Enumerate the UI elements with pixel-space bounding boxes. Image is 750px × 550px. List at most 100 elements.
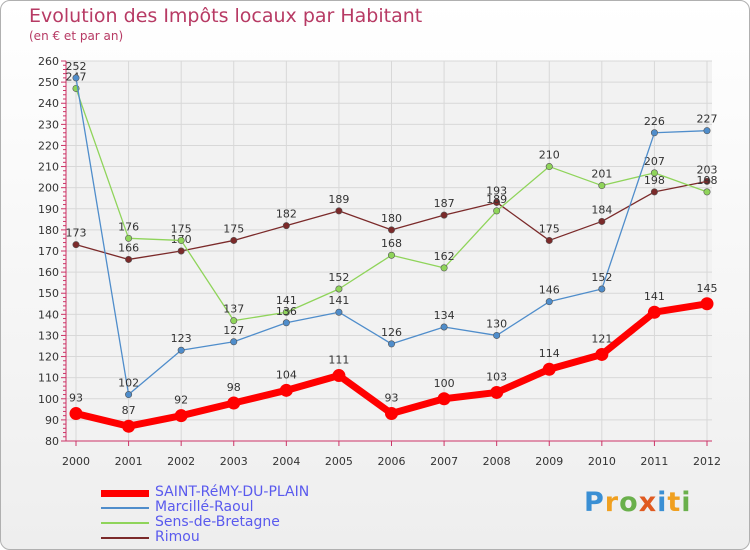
- chart-subtitle: (en € et par an): [29, 29, 124, 43]
- chart-title: Evolution des Impôts locaux par Habitant: [29, 5, 423, 27]
- series-rimou: 173166170175182189180187193175184198203: [66, 163, 718, 263]
- data-point: [282, 222, 290, 230]
- data-point: [647, 305, 661, 319]
- x-tick-label: 2008: [483, 455, 511, 468]
- data-label: 93: [69, 392, 83, 405]
- data-point: [440, 323, 448, 331]
- data-point: [230, 317, 238, 325]
- x-tick-label: 2009: [535, 455, 563, 468]
- data-label: 102: [118, 377, 139, 390]
- data-point: [650, 169, 658, 177]
- data-label: 141: [644, 290, 665, 303]
- data-point: [440, 211, 448, 219]
- x-tick-label: 2007: [430, 455, 458, 468]
- data-point: [493, 207, 501, 215]
- data-point: [125, 234, 133, 242]
- data-label: 87: [122, 404, 136, 417]
- data-point: [598, 182, 606, 190]
- data-label: 176: [118, 220, 139, 233]
- x-tick-label: 2010: [588, 455, 616, 468]
- data-point: [595, 347, 609, 361]
- data-label: 175: [223, 222, 244, 235]
- y-tick-label: 240: [38, 97, 59, 110]
- data-point: [177, 247, 185, 255]
- data-label: 201: [591, 168, 612, 181]
- y-tick-label: 150: [38, 287, 59, 300]
- data-label: 198: [697, 174, 718, 187]
- data-point: [545, 236, 553, 244]
- legend-swatch: [101, 490, 149, 497]
- data-label: 182: [276, 208, 297, 221]
- legend-label: Marcillé-Raoul: [155, 499, 254, 515]
- logo-letter: i: [657, 487, 668, 518]
- data-label: 180: [381, 212, 402, 225]
- x-tick-label: 2011: [640, 455, 668, 468]
- data-label: 98: [227, 381, 241, 394]
- data-point: [598, 217, 606, 225]
- logo-letter: o: [619, 487, 639, 518]
- data-point: [700, 297, 714, 311]
- data-point: [387, 251, 395, 259]
- data-point: [703, 188, 711, 196]
- data-point: [437, 392, 451, 406]
- data-point: [387, 340, 395, 348]
- data-label: 184: [591, 203, 612, 216]
- y-tick-label: 160: [38, 266, 59, 279]
- data-label: 166: [118, 241, 139, 254]
- x-tick-label: 2012: [693, 455, 721, 468]
- y-tick-label: 130: [38, 329, 59, 342]
- x-tick-label: 2004: [272, 455, 300, 468]
- data-point: [598, 285, 606, 293]
- y-tick-label: 100: [38, 393, 59, 406]
- data-label: 210: [539, 149, 560, 162]
- data-label: 93: [385, 392, 399, 405]
- y-tick-label: 190: [38, 203, 59, 216]
- y-tick-label: 200: [38, 182, 59, 195]
- data-label: 252: [66, 60, 87, 73]
- logo-letter: P: [584, 487, 605, 518]
- data-point: [72, 74, 80, 82]
- data-label: 145: [697, 282, 718, 295]
- y-tick-label: 180: [38, 224, 59, 237]
- data-point: [385, 407, 398, 421]
- data-point: [125, 255, 133, 263]
- logo-letter: r: [604, 487, 620, 518]
- data-point: [230, 338, 238, 346]
- data-point: [545, 163, 553, 171]
- data-point: [177, 236, 185, 244]
- y-tick-label: 220: [38, 139, 59, 152]
- data-label: 173: [66, 227, 87, 240]
- logo-letter: i: [681, 487, 692, 518]
- data-label: 114: [539, 347, 560, 360]
- data-point: [490, 385, 504, 399]
- data-label: 141: [276, 294, 297, 307]
- data-label: 175: [171, 222, 192, 235]
- data-label: 152: [591, 271, 612, 284]
- y-tick-label: 170: [38, 245, 59, 258]
- data-label: 127: [223, 324, 244, 337]
- legend-label: SAINT-RéMY-DU-PLAIN: [155, 484, 310, 500]
- data-label: 136: [276, 305, 297, 318]
- data-label: 193: [486, 184, 507, 197]
- data-label: 134: [434, 309, 455, 322]
- data-point: [493, 331, 501, 339]
- legend-label: Rimou: [155, 529, 200, 545]
- data-point: [703, 177, 711, 185]
- legend-swatch: [101, 537, 149, 539]
- x-tick-label: 2005: [325, 455, 353, 468]
- data-label: 187: [434, 197, 455, 210]
- logo-letter: x: [638, 487, 658, 518]
- data-point: [174, 409, 188, 423]
- y-tick-label: 250: [38, 76, 59, 89]
- data-label: 130: [486, 317, 507, 330]
- y-tick-label: 120: [38, 351, 59, 364]
- data-label: 146: [539, 284, 560, 297]
- data-label: 207: [644, 155, 665, 168]
- data-label: 189: [328, 193, 349, 206]
- data-point: [703, 127, 711, 135]
- data-label: 227: [697, 113, 718, 126]
- data-label: 152: [328, 271, 349, 284]
- data-point: [227, 396, 241, 410]
- data-label: 198: [644, 174, 665, 187]
